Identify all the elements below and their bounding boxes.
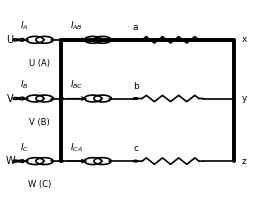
Text: V (B): V (B) [30, 118, 50, 127]
Text: x: x [242, 35, 247, 44]
Text: z: z [242, 157, 247, 166]
Text: $I_{CA}$: $I_{CA}$ [70, 141, 83, 154]
Ellipse shape [133, 98, 138, 99]
Text: $I_{AB}$: $I_{AB}$ [70, 20, 83, 32]
Text: a: a [133, 23, 138, 32]
Ellipse shape [59, 98, 63, 99]
Text: U: U [7, 35, 14, 45]
Ellipse shape [133, 160, 138, 162]
Text: $I_{B}$: $I_{B}$ [20, 79, 29, 91]
Ellipse shape [59, 160, 63, 162]
Text: V: V [7, 94, 14, 103]
Text: b: b [133, 82, 138, 91]
Text: $I_{A}$: $I_{A}$ [20, 20, 29, 32]
Text: W (C): W (C) [28, 180, 51, 189]
Text: U (A): U (A) [29, 59, 50, 68]
Text: $I_{BC}$: $I_{BC}$ [70, 79, 83, 91]
Text: W: W [5, 156, 15, 166]
Text: $I_{C}$: $I_{C}$ [20, 141, 29, 154]
Ellipse shape [133, 39, 138, 41]
Text: y: y [242, 94, 247, 103]
Text: c: c [133, 144, 138, 153]
Ellipse shape [59, 39, 63, 41]
